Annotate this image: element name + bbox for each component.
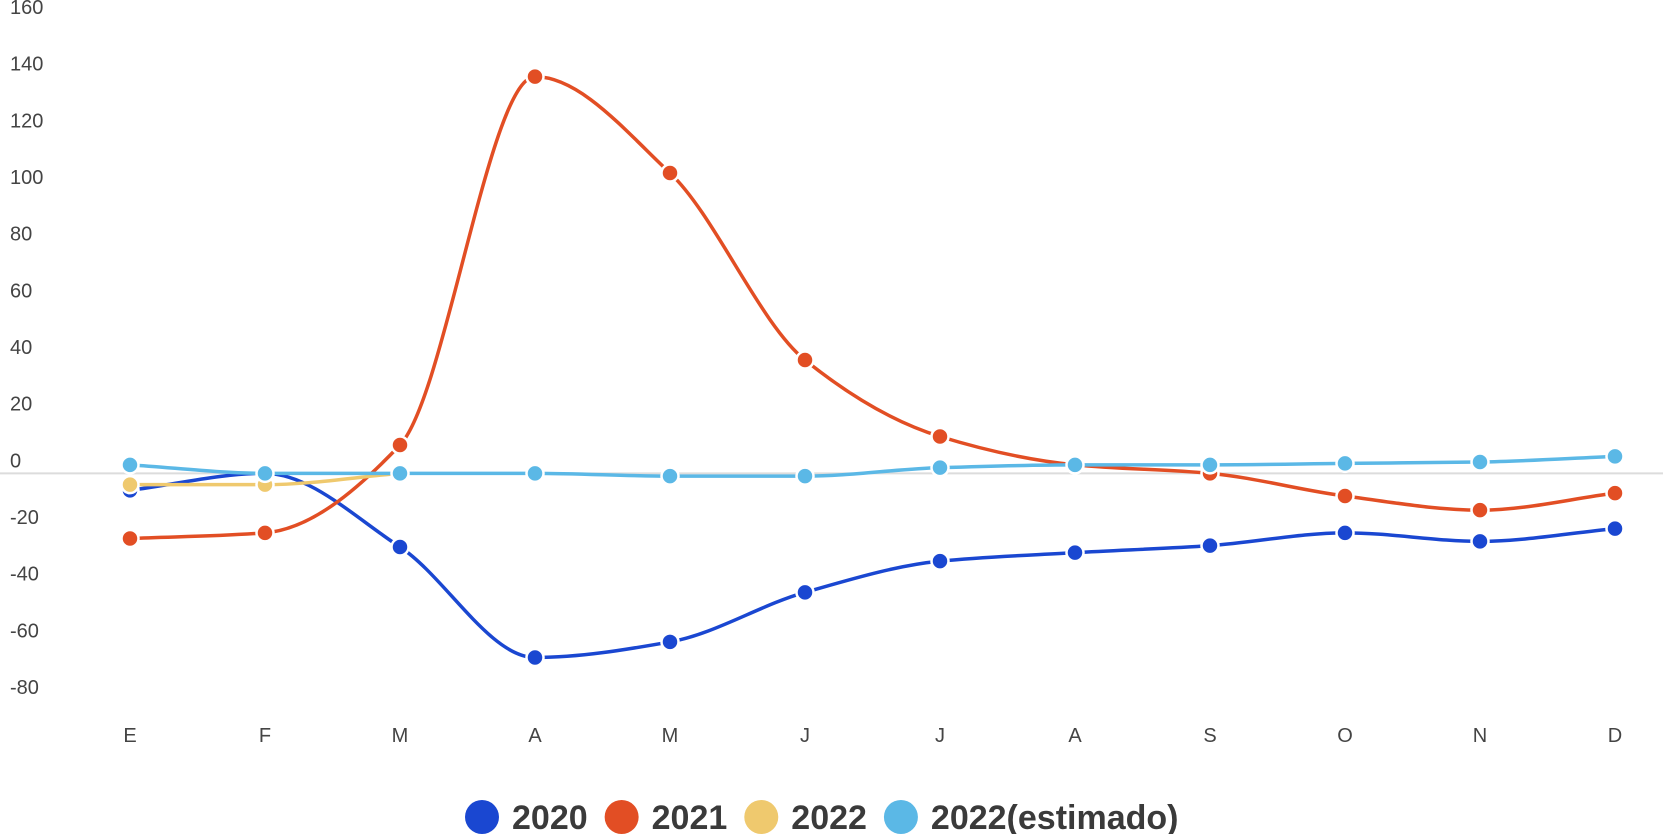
data-point-2022-estimado <box>1065 455 1085 475</box>
legend-label: 2021 <box>652 799 728 834</box>
data-point-2021 <box>1335 486 1355 506</box>
data-point-2022-estimado <box>660 466 680 486</box>
y-tick-label: -60 <box>10 620 39 642</box>
data-point-2022-estimado <box>1605 446 1625 467</box>
data-point-2020 <box>795 582 815 603</box>
x-tick-label: J <box>800 725 810 747</box>
data-point-2020 <box>1065 542 1085 563</box>
y-tick-label: -40 <box>10 564 39 586</box>
data-point-2021 <box>1605 483 1625 503</box>
data-point-2021 <box>930 426 950 447</box>
data-point-2021 <box>120 528 140 549</box>
legend-swatch <box>604 800 639 834</box>
data-point-2020 <box>1200 535 1220 556</box>
legend: 2020 2021 2022 2022(estimado) <box>465 799 1178 834</box>
data-point-2020 <box>1335 523 1355 543</box>
y-tick-label: 80 <box>10 224 32 246</box>
legend-item-2020: 2020 <box>465 799 588 834</box>
y-tick-label: 60 <box>10 280 32 302</box>
legend-swatch <box>465 800 499 834</box>
data-point-2021 <box>525 66 545 87</box>
data-point-2021 <box>390 435 410 455</box>
y-tick-label: 160 <box>10 0 43 19</box>
data-point-2021 <box>1470 500 1490 520</box>
data-point-2022 <box>120 474 140 495</box>
x-tick-label: M <box>662 725 679 747</box>
x-tick-label: F <box>259 725 271 747</box>
y-tick-label: 100 <box>10 167 43 189</box>
y-tick-label: 120 <box>10 110 43 132</box>
y-tick-label: 40 <box>10 337 32 359</box>
data-point-2020 <box>525 647 545 668</box>
series-2021 <box>120 66 1625 549</box>
data-point-2022-estimado <box>795 466 815 486</box>
series-layer <box>120 66 1625 668</box>
x-tick-label: J <box>935 725 945 747</box>
data-point-2022-estimado <box>1470 452 1490 472</box>
legend-swatch <box>883 800 918 834</box>
series-2022-estimado <box>120 446 1625 486</box>
series-line-2021 <box>128 74 1617 541</box>
data-point-2021 <box>255 523 275 543</box>
legend-label: 2022 <box>791 799 867 834</box>
x-tick-label: A <box>1068 725 1082 747</box>
data-point-2022-estimado <box>255 463 275 484</box>
y-tick-label: 20 <box>10 394 32 416</box>
data-point-2020 <box>1605 518 1625 539</box>
y-tick-label: 0 <box>10 450 21 472</box>
data-point-2020 <box>1470 531 1490 552</box>
data-point-2022-estimado <box>390 463 410 484</box>
data-point-2021 <box>660 163 680 183</box>
series-line-2022-estimado <box>128 454 1617 478</box>
data-point-2022-estimado <box>525 463 545 484</box>
legend-item-2022: 2022 <box>744 799 867 834</box>
y-tick-label: -20 <box>10 507 39 529</box>
x-tick-label: M <box>392 725 409 747</box>
data-point-2022-estimado <box>1335 453 1355 474</box>
x-tick-label: O <box>1337 725 1353 747</box>
x-tick-label: N <box>1473 725 1487 747</box>
legend-item-2021: 2021 <box>604 799 728 834</box>
y-tick-label: -80 <box>10 677 39 699</box>
legend-swatch <box>744 800 779 834</box>
data-point-2022-estimado <box>1200 455 1220 475</box>
legend-label: 2020 <box>512 799 588 834</box>
legend-label: 2022(estimado) <box>931 799 1179 834</box>
data-point-2020 <box>390 537 410 557</box>
data-point-2022-estimado <box>930 457 950 478</box>
data-point-2020 <box>660 632 680 652</box>
y-axis: -80 -60 -40 -20 0 20 40 60 80 100 120 140 160 <box>10 0 43 699</box>
x-tick-label: A <box>528 725 542 747</box>
data-point-2020 <box>930 551 950 571</box>
data-point-2021 <box>795 350 815 370</box>
x-tick-label: D <box>1608 725 1622 747</box>
y-tick-label: 140 <box>10 54 43 76</box>
legend-item-2022-estimado: 2022(estimado) <box>883 799 1179 834</box>
data-point-2022-estimado <box>120 455 140 475</box>
x-tick-label: E <box>123 725 136 747</box>
x-tick-label: S <box>1203 725 1216 747</box>
